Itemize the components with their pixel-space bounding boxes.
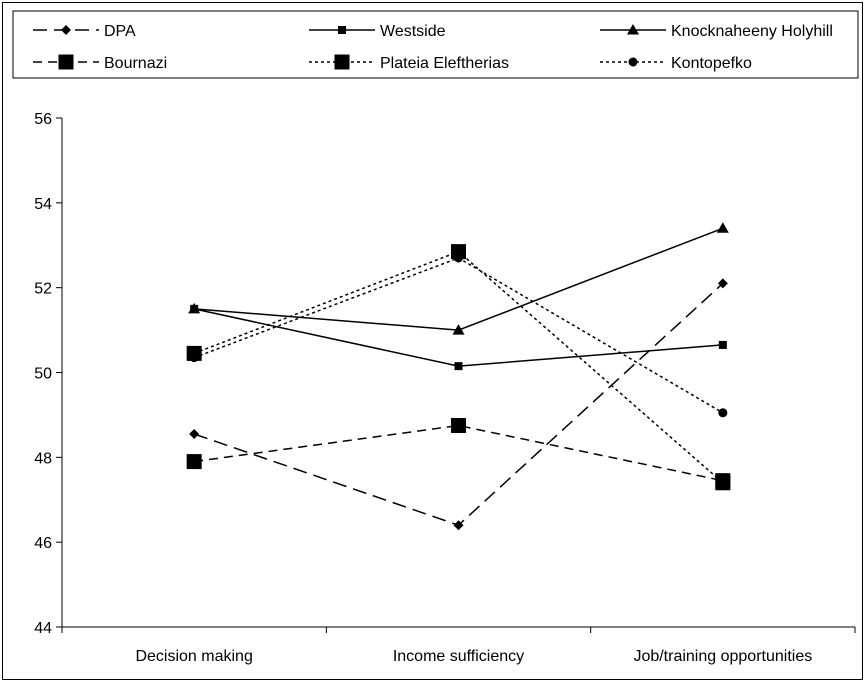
legend-label: Westside [380,23,446,40]
y-tick-label: 46 [34,535,52,552]
series-line [194,424,723,482]
x-tick-label: Decision making [135,648,252,665]
data-point [189,353,199,363]
data-point [715,475,731,491]
legend-item: Knocknaheeny Holyhill [600,23,833,40]
legend-item: Westside [309,23,446,40]
y-tick-label: 56 [34,111,52,128]
y-tick-label: 44 [34,620,52,637]
legend-item: Plateia Eleftherias [309,54,509,72]
y-tick-label: 50 [34,366,52,383]
data-point [451,418,466,434]
series-line [193,257,724,414]
x-tick-label: Job/training opportunities [633,648,812,665]
axes [61,118,855,628]
legend-label: Plateia Eleftherias [380,55,509,72]
series-knocknaheeny-holyhill [188,222,729,335]
data-point [452,324,465,335]
y-axis-ticks: 44 46 48 50 52 54 56 [34,111,62,637]
legend-label: Bournazi [104,55,167,72]
series-line [194,308,723,367]
x-tick-label: Income sufficiency [393,648,524,665]
legend-label: Knocknaheeny Holyhill [671,23,833,40]
series-kontopefko [189,253,728,418]
series-group [186,222,731,531]
data-point [451,244,466,260]
series-plateia-eleftherias [186,244,731,491]
legend-marker [61,25,71,35]
legend: DPA Westside Knocknaheeny Holyhill Bournazi… [33,23,833,72]
legend-marker [627,24,639,35]
data-point [718,408,728,418]
y-tick-label: 54 [34,196,52,213]
legend-marker [628,57,638,67]
data-point [186,454,202,470]
legend-item: Bournazi [33,54,167,72]
data-point [718,340,727,349]
series-bournazi [186,418,731,489]
y-tick-label: 52 [34,281,52,298]
legend-box [12,10,859,79]
data-point [454,362,463,371]
data-point [717,278,728,289]
data-point [454,253,463,263]
data-point [189,429,200,440]
legend-item: Kontopefko [600,55,752,72]
legend-label: Kontopefko [671,55,752,72]
series-dpa [189,278,728,531]
legend-marker [334,54,350,70]
series-line [193,282,724,527]
legend-marker [58,54,74,70]
x-axis-ticks: Decision making Income sufficiency Job/tra… [61,627,856,665]
y-tick-label: 48 [34,450,52,467]
data-point [453,520,464,531]
series-line [194,227,724,331]
legend-item: DPA [33,23,136,40]
data-point [188,302,201,314]
legend-marker [338,26,346,34]
data-point [716,222,729,233]
legend-label: DPA [104,23,136,40]
